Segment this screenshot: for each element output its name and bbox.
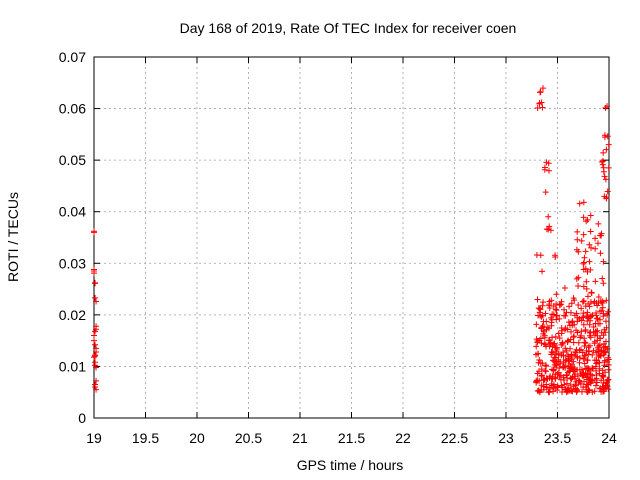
data-point bbox=[581, 232, 587, 238]
data-point bbox=[599, 276, 605, 282]
y-tick-label: 0.04 bbox=[59, 204, 86, 220]
data-point bbox=[536, 357, 542, 363]
data-point bbox=[546, 389, 552, 395]
data-point bbox=[597, 250, 603, 256]
data-point bbox=[535, 297, 541, 303]
data-point bbox=[605, 188, 611, 194]
axes: 19 19.5 20 20.5 21 21.5 22 22.5 23 23.5 24 0 0.01 0.0… bbox=[59, 49, 617, 446]
data-point bbox=[91, 338, 97, 344]
x-tick-label: 24 bbox=[601, 430, 617, 446]
data-point bbox=[576, 340, 582, 346]
data-point bbox=[566, 303, 572, 309]
data-point bbox=[583, 340, 589, 346]
data-point bbox=[594, 315, 600, 321]
data-point bbox=[571, 333, 577, 339]
x-tick-label: 22 bbox=[395, 430, 411, 446]
x-tick-label: 22.5 bbox=[441, 430, 468, 446]
data-point bbox=[603, 318, 609, 324]
data-point bbox=[533, 321, 539, 327]
data-point bbox=[581, 298, 587, 304]
data-point bbox=[538, 252, 544, 258]
data-point bbox=[579, 238, 585, 244]
y-tick-label: 0 bbox=[78, 410, 86, 426]
data-point bbox=[592, 278, 598, 284]
data-point bbox=[595, 240, 601, 246]
data-point bbox=[600, 158, 606, 164]
data-point bbox=[585, 293, 591, 299]
data-point bbox=[603, 176, 609, 182]
data-point bbox=[543, 319, 549, 325]
data-point bbox=[91, 332, 97, 338]
data-point bbox=[581, 199, 587, 205]
data-point bbox=[600, 150, 606, 156]
data-point bbox=[586, 259, 592, 265]
data-point bbox=[592, 246, 598, 252]
x-tick-label: 19.5 bbox=[132, 430, 159, 446]
data-point bbox=[92, 342, 98, 348]
data-point bbox=[571, 339, 577, 345]
data-point bbox=[586, 349, 592, 355]
data-point bbox=[605, 133, 611, 139]
data-point bbox=[92, 295, 98, 301]
x-tick-label: 20 bbox=[189, 430, 205, 446]
data-point bbox=[553, 334, 559, 340]
y-tick-label: 0.01 bbox=[59, 358, 86, 374]
data-point bbox=[581, 260, 587, 266]
data-point bbox=[592, 235, 598, 241]
data-point bbox=[545, 214, 551, 220]
data-point bbox=[574, 237, 580, 243]
data-point bbox=[92, 280, 98, 286]
data-point bbox=[588, 229, 594, 235]
data-point bbox=[533, 343, 539, 349]
y-tick-label: 0.07 bbox=[59, 49, 86, 65]
data-point bbox=[566, 319, 572, 325]
x-tick-label: 20.5 bbox=[235, 430, 262, 446]
data-point bbox=[92, 353, 98, 359]
data-point bbox=[545, 227, 551, 233]
y-tick-label: 0.05 bbox=[59, 152, 86, 168]
x-tick-label: 21 bbox=[292, 430, 308, 446]
x-axis-label: GPS time / hours bbox=[297, 457, 404, 473]
data-point bbox=[580, 299, 586, 305]
data-point bbox=[553, 307, 559, 313]
grid-lines bbox=[94, 57, 609, 418]
data-point bbox=[588, 289, 594, 295]
data-point bbox=[577, 201, 583, 207]
data-point bbox=[606, 165, 612, 171]
y-tick-label: 0.03 bbox=[59, 255, 86, 271]
data-point bbox=[91, 229, 97, 235]
data-point bbox=[562, 313, 568, 319]
data-point bbox=[562, 285, 568, 291]
data-point bbox=[543, 189, 549, 195]
data-point bbox=[583, 248, 589, 254]
x-tick-label: 19 bbox=[86, 430, 102, 446]
data-point bbox=[588, 213, 594, 219]
data-point bbox=[601, 169, 607, 175]
x-tick-label: 23 bbox=[498, 430, 514, 446]
chart-title: Day 168 of 2019, Rate Of TEC Index for r… bbox=[180, 20, 517, 36]
y-tick-label: 0.02 bbox=[59, 307, 86, 323]
y-tick-label: 0.06 bbox=[59, 101, 86, 117]
data-point bbox=[582, 339, 588, 345]
data-point bbox=[600, 280, 606, 286]
data-point bbox=[575, 283, 581, 289]
data-point bbox=[595, 221, 601, 227]
data-point bbox=[575, 275, 581, 281]
data-point bbox=[574, 276, 580, 282]
y-axis-label: ROTI / TECUs bbox=[5, 192, 21, 282]
data-point bbox=[574, 229, 580, 235]
data-point bbox=[575, 302, 581, 308]
x-tick-label: 23.5 bbox=[544, 430, 571, 446]
data-point bbox=[546, 168, 552, 174]
data-point bbox=[579, 314, 585, 320]
data-point bbox=[539, 268, 545, 274]
data-point bbox=[540, 299, 546, 305]
data-point bbox=[602, 173, 608, 179]
x-tick-label: 21.5 bbox=[338, 430, 365, 446]
data-point bbox=[553, 291, 559, 297]
